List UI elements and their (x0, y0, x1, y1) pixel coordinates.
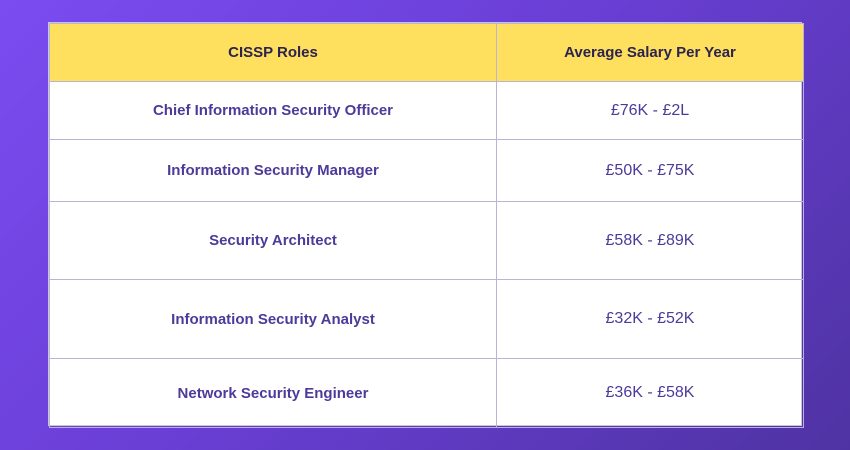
role-cell: Information Security Analyst (49, 279, 497, 359)
salary-cell: £58K - £89K (496, 201, 804, 280)
salary-cell: £36K - £58K (496, 358, 804, 428)
role-cell: Network Security Engineer (49, 358, 497, 428)
table-row: Information Security Analyst £32K - £52K (49, 279, 804, 359)
salary-cell: £50K - £75K (496, 139, 804, 202)
salary-cell: £32K - £52K (496, 279, 804, 359)
role-cell: Chief Information Security Officer (49, 81, 497, 140)
table-row: Network Security Engineer £36K - £58K (49, 358, 804, 428)
table-header-row: CISSP Roles Average Salary Per Year (49, 23, 804, 82)
table-row: Chief Information Security Officer £76K … (49, 81, 804, 140)
salary-table-container: CISSP Roles Average Salary Per Year Chie… (48, 22, 804, 428)
table-row: Security Architect £58K - £89K (49, 201, 804, 280)
header-average-salary: Average Salary Per Year (496, 23, 804, 82)
role-cell: Information Security Manager (49, 139, 497, 202)
role-cell: Security Architect (49, 201, 497, 280)
cissp-salary-table: CISSP Roles Average Salary Per Year Chie… (49, 23, 804, 428)
table-row: Information Security Manager £50K - £75K (49, 139, 804, 202)
header-cissp-roles: CISSP Roles (49, 23, 497, 82)
salary-cell: £76K - £2L (496, 81, 804, 140)
